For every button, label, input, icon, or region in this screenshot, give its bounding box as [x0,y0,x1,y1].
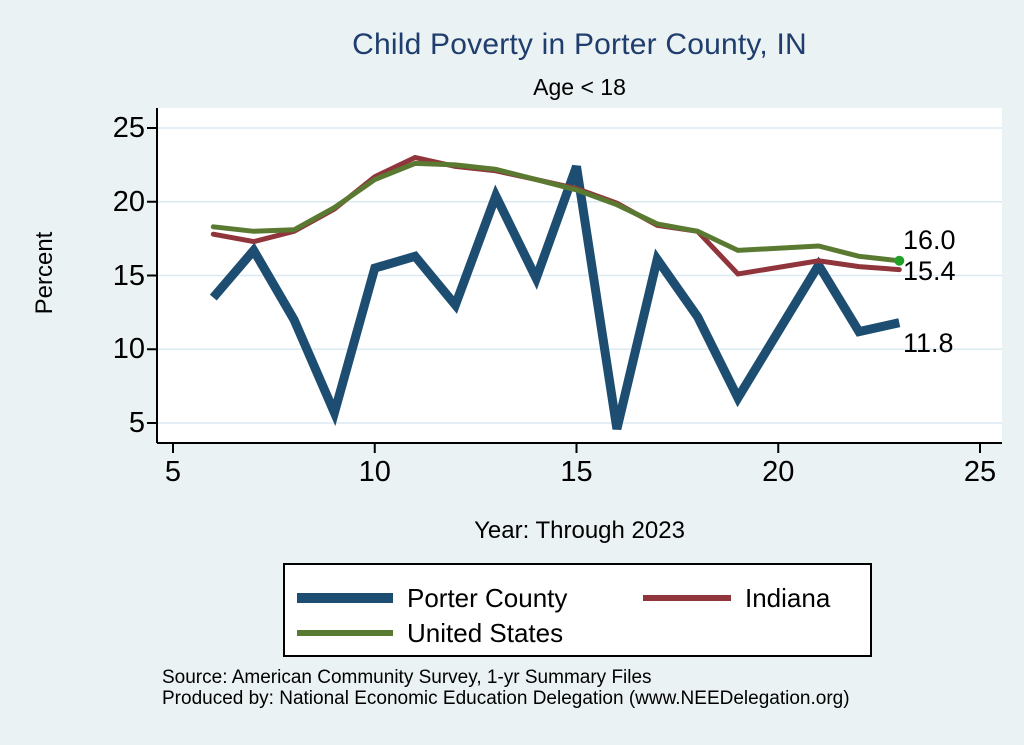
legend-label-united-states: United States [407,618,564,648]
end-label-united-states: 16.0 [903,224,956,255]
y-tick-label: 20 [112,185,145,218]
x-tick-label: 5 [164,456,182,488]
legend-swatch-porter-county [297,593,393,603]
x-tick-label: 10 [358,456,391,488]
y-tick-label: 25 [112,112,145,144]
chart-title: Child Poverty in Porter County, IN [352,28,807,61]
end-label-indiana: 15.4 [903,255,956,286]
x-axis-title: Year: Through 2023 [474,517,685,544]
chart-subtitle: Age < 18 [533,74,626,100]
x-tick-label: 15 [560,456,593,488]
legend-swatch-indiana [643,595,731,601]
footer: Source: American Community Survey, 1-yr … [162,667,850,709]
chart-legend: Porter County Indiana United States [283,563,872,657]
footer-source: Source: American Community Survey, 1-yr … [162,667,652,688]
footer-produced-by: Produced by: National Economic Education… [162,687,850,709]
series-line-united-states [210,160,902,264]
series-line-porter-county [209,164,901,430]
legend-label-porter-county: Porter County [407,583,568,613]
y-tick-label: 10 [112,333,145,366]
x-tick-label: 25 [963,456,997,488]
end-label-porter-county: 11.8 [903,327,954,358]
legend-label-indiana: Indiana [745,583,831,613]
x-tick-label: 20 [762,456,795,488]
y-tick-label: 15 [112,259,145,292]
end-marker-dot [894,255,905,266]
legend-swatch-united-states [297,630,393,636]
y-tick-label: 5 [128,407,145,439]
